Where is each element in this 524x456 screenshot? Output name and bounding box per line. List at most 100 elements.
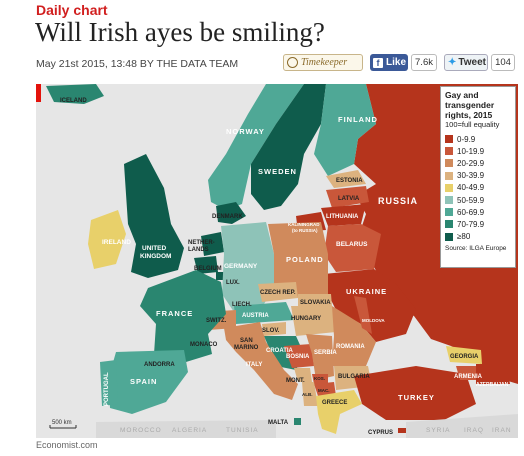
legend-subtitle: 100=full equality xyxy=(445,120,500,129)
legend-swatch xyxy=(445,196,453,205)
label-kaliningrad-note: (to RUSSIA) xyxy=(292,228,318,233)
legend-swatch xyxy=(445,171,453,180)
region-norway xyxy=(208,84,304,210)
legend-swatch xyxy=(445,220,453,229)
legend-item: 30-39.9 xyxy=(445,170,511,182)
label-iran: IRAN xyxy=(492,427,512,434)
label-belarus: BELARUS xyxy=(336,241,368,248)
kicker: Daily chart xyxy=(36,2,108,18)
label-mont: MONT. xyxy=(286,378,305,384)
label-portugal: PORTUGAL xyxy=(104,372,110,406)
timekeeper-button[interactable]: Timekeeper xyxy=(283,54,363,71)
marker-cyprus xyxy=(398,428,406,433)
label-mac: MAC. xyxy=(318,388,330,393)
label-switz: SWITZ. xyxy=(206,318,227,324)
region-greece xyxy=(316,390,362,434)
legend-item: 20-29.9 xyxy=(445,157,511,169)
legend-item: 0-9.9 xyxy=(445,133,511,145)
label-russia: RUSSIA xyxy=(378,196,418,206)
label-spain: SPAIN xyxy=(130,377,157,386)
label-romania: ROMANIA xyxy=(336,344,365,350)
label-bosnia: BOSNIA xyxy=(286,354,310,360)
label-cyprus: CYPRUS xyxy=(368,430,393,436)
label-liech: LIECH. xyxy=(232,302,252,308)
like-count: 7.6k xyxy=(411,54,437,71)
label-netherlands2: LANDS xyxy=(188,247,209,253)
legend-swatch xyxy=(445,135,453,144)
region-poland xyxy=(268,222,328,298)
region-albania xyxy=(302,382,318,406)
label-austria: AUSTRIA xyxy=(242,313,269,319)
tweet-button[interactable]: ✦ Tweet xyxy=(444,54,488,71)
label-serbia: SERBIA xyxy=(314,350,337,356)
tweet-count: 104 xyxy=(491,54,515,71)
label-italy: ITALY xyxy=(246,362,262,368)
region-middle-east xyxy=(406,414,518,438)
label-estonia: ESTONIA xyxy=(336,178,363,184)
region-kosovo xyxy=(312,374,328,384)
label-ukraine: UKRAINE xyxy=(346,287,387,296)
label-ireland: IRELAND xyxy=(102,239,131,246)
facebook-like-button[interactable]: f Like xyxy=(370,54,408,71)
legend-item: 50-59.9 xyxy=(445,194,511,206)
region-romania xyxy=(332,306,376,366)
region-hungary xyxy=(291,306,336,336)
marker-malta xyxy=(294,418,301,425)
legend-swatch xyxy=(445,159,453,168)
legend-label: 70-79.9 xyxy=(457,219,485,229)
region-estonia xyxy=(326,170,366,188)
label-iceland: ICELAND xyxy=(60,98,87,104)
label-andorra: ANDORRA xyxy=(144,362,175,368)
region-netherlands xyxy=(201,232,224,256)
label-monaco: MONACO xyxy=(190,342,218,348)
label-uk: UNITED xyxy=(142,245,167,252)
legend-swatch xyxy=(445,232,453,241)
label-hungary: HUNGARY xyxy=(291,316,321,322)
legend-label: 50-59.9 xyxy=(457,195,485,205)
legend-title-2: transgender xyxy=(445,100,495,110)
label-slovakia: SLOVAKIA xyxy=(300,300,331,306)
region-slovenia xyxy=(262,322,286,336)
scale-label: 500 km xyxy=(52,420,72,426)
legend: Gay and transgender rights, 2015 100=ful… xyxy=(440,86,516,268)
label-uk2: KINGDOM xyxy=(140,253,171,260)
region-ireland xyxy=(88,210,126,269)
tweet-label: Tweet xyxy=(458,57,486,68)
region-belarus xyxy=(324,224,381,272)
legend-rows: 0-9.9 10-19.9 20-29.9 30-39.9 40-49.9 50-59.9… xyxy=(445,133,511,243)
legend-swatch xyxy=(445,147,453,156)
facebook-icon: f xyxy=(373,57,383,68)
label-netherlands: NETHER- xyxy=(188,240,215,246)
region-montenegro xyxy=(294,368,312,382)
region-spain xyxy=(108,350,188,414)
legend-label: 60-69.9 xyxy=(457,207,485,217)
byline: May 21st 2015, 13:48 BY THE DATA TEAM xyxy=(36,58,239,70)
label-lithuania: LITHUANIA xyxy=(326,214,359,220)
twitter-bird-icon: ✦ xyxy=(448,57,457,68)
legend-label: 30-39.9 xyxy=(457,171,485,181)
legend-source: Source: ILGA Europe xyxy=(445,244,507,252)
region-uk xyxy=(124,154,184,278)
label-croatia: CROATIA xyxy=(266,348,294,354)
label-latvia: LATVIA xyxy=(338,196,360,202)
region-armenia xyxy=(456,366,476,380)
label-bulgaria: BULGARIA xyxy=(338,374,370,380)
region-italy xyxy=(224,322,298,400)
label-denmark: DENMARK xyxy=(212,214,243,220)
label-iraq: IRAQ xyxy=(464,427,484,434)
label-poland: POLAND xyxy=(286,255,324,264)
region-ukraine xyxy=(324,269,416,342)
label-turkey: TURKEY xyxy=(398,393,435,402)
region-finland xyxy=(314,84,376,176)
label-finland: FINLAND xyxy=(338,115,378,124)
legend-swatch xyxy=(445,208,453,217)
legend-title-3: rights, 2015 xyxy=(445,110,493,120)
label-morocco: MOROCCO xyxy=(120,427,162,434)
legend-item: ≥80 xyxy=(445,231,511,243)
headline: Will Irish ayes be smiling? xyxy=(35,17,325,47)
region-latvia xyxy=(326,186,369,208)
timekeeper-label: Timekeeper xyxy=(301,57,348,68)
label-san-marino: SAN xyxy=(240,338,253,344)
label-norway: NORWAY xyxy=(226,127,265,136)
region-iceland xyxy=(46,84,104,104)
